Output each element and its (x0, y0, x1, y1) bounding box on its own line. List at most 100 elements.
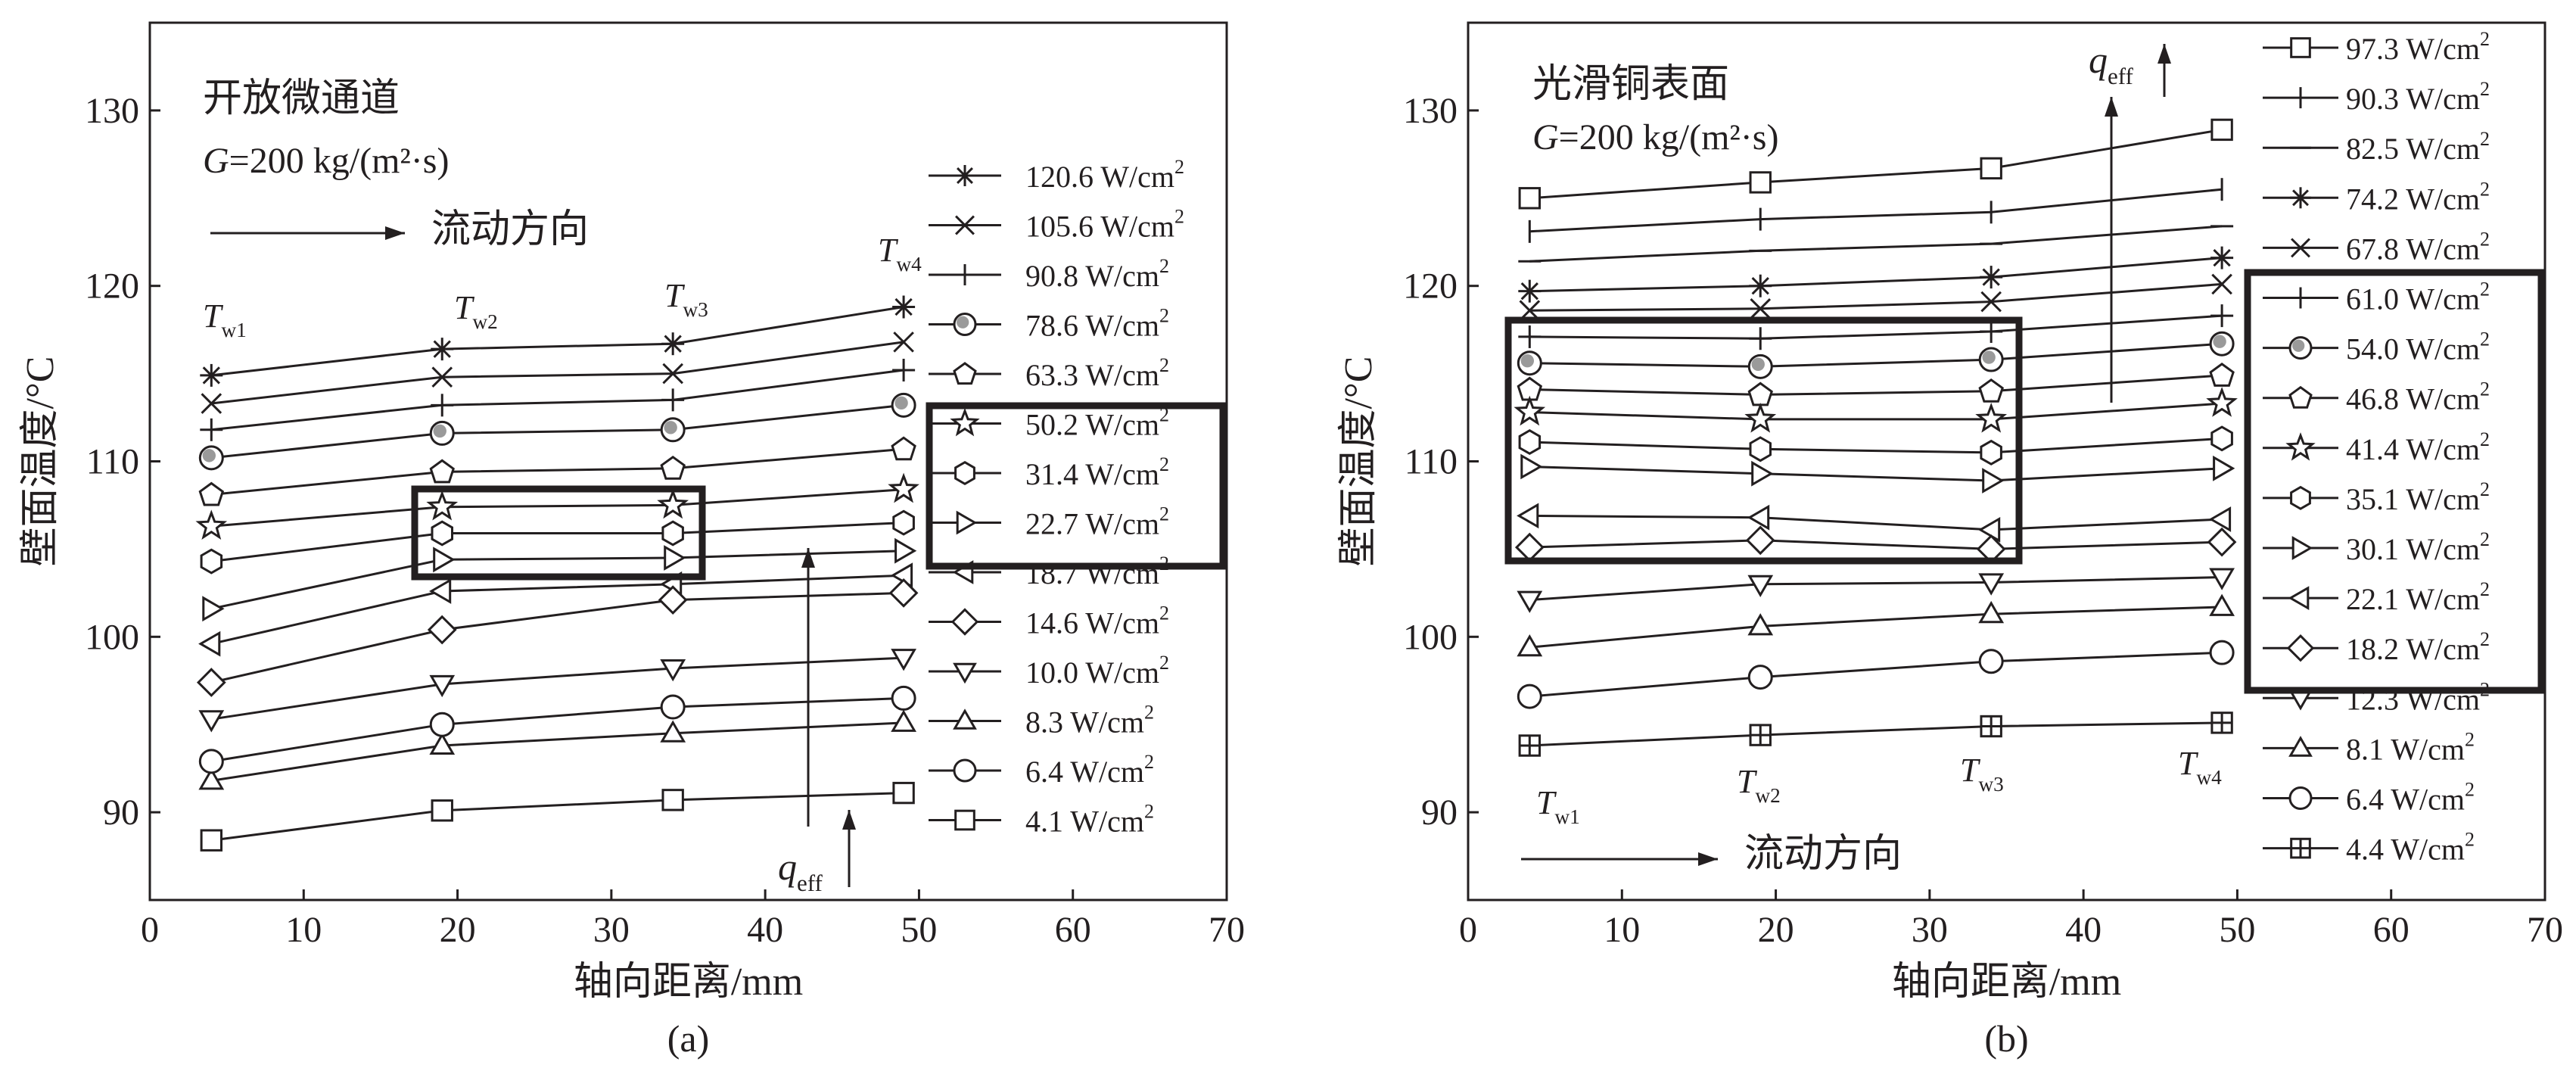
data-point (2210, 425, 2233, 452)
data-point (198, 749, 224, 774)
data-point (431, 366, 453, 388)
x-tick-label: 70 (2527, 910, 2563, 950)
legend-label: 6.4 W/cm2 (2346, 779, 2475, 817)
data-point (200, 418, 223, 441)
legend-label: 61.0 W/cm2 (2346, 279, 2490, 316)
data-point (657, 488, 689, 519)
legend-label: 90.8 W/cm2 (1025, 255, 1169, 293)
x-tick-label: 10 (285, 910, 322, 950)
y-tick-label: 100 (85, 617, 139, 657)
data-point (1518, 428, 1542, 456)
flow-direction-label: 流动方向 (431, 208, 589, 251)
series-12.3 (1517, 568, 2235, 613)
legend-label: 14.6 W/cm2 (1025, 603, 1169, 640)
legend-label: 18.7 W/cm2 (1025, 553, 1169, 590)
legend-entry: 31.4 W/cm2 (929, 453, 1169, 491)
legend-marker (953, 758, 977, 783)
y-tick-label: 120 (85, 266, 139, 307)
legend-marker (2291, 238, 2310, 258)
legend-entry: 50.2 W/cm2 (929, 404, 1169, 442)
legend-marker (2288, 336, 2313, 360)
legend-label: 31.4 W/cm2 (1025, 453, 1169, 491)
legend-label: 120.6 W/cm2 (1025, 156, 1184, 194)
series-line (1529, 374, 2223, 396)
data-point (429, 459, 455, 484)
data-point (2211, 273, 2232, 295)
data-point (891, 649, 916, 671)
data-point (1978, 600, 2005, 624)
data-point (198, 481, 225, 506)
mass-flux-label: G=200 kg/(m²·s) (1532, 117, 1778, 157)
data-point (1747, 575, 1774, 598)
series-90.3 (1528, 178, 2223, 243)
series-22.7 (202, 537, 917, 622)
series-line (211, 447, 904, 496)
series-line (210, 550, 904, 610)
legend-entry: 14.6 W/cm2 (929, 603, 1169, 640)
heat-flux-arrow (842, 810, 856, 887)
legend-entry: 10.0 W/cm2 (929, 652, 1169, 690)
legend-marker (953, 313, 977, 336)
data-point (891, 436, 916, 461)
series-line (210, 591, 904, 684)
data-point (1980, 715, 2002, 738)
data-point (893, 332, 914, 353)
data-point (888, 578, 919, 608)
data-point (426, 490, 459, 521)
series-35.1 (1518, 425, 2233, 466)
series-14.6 (196, 578, 919, 697)
legend-entry: 97.3 W/cm2 (2263, 28, 2490, 66)
legend-marker (953, 362, 977, 385)
series-line (1529, 606, 2223, 649)
data-point (1978, 378, 2004, 403)
surface-title: 光滑铜表面 (1532, 63, 1729, 106)
surface-title: 开放微通道 (203, 77, 400, 120)
station-label-w2: Tw2 (454, 289, 498, 333)
series-6.4 (198, 685, 916, 774)
series-30.1 (1520, 453, 2235, 494)
data-point (195, 509, 228, 540)
data-point (664, 545, 686, 571)
series-line (211, 522, 904, 563)
legend-entry: 35.1 W/cm2 (2263, 478, 2490, 516)
data-point (1517, 350, 1542, 376)
series-46.8 (1517, 363, 2235, 406)
series-10.0 (198, 649, 916, 733)
legend-entry: 4.4 W/cm2 (2263, 829, 2475, 867)
legend-marker (2288, 385, 2313, 409)
legend-marker (2288, 736, 2313, 757)
data-point (660, 720, 686, 743)
y-tick-label: 130 (1403, 91, 1458, 131)
legend-entry: 12.3 W/cm2 (2263, 678, 2490, 716)
y-axis-label: 壁面温度/°C (1337, 357, 1380, 567)
station-label-w3: Tw3 (664, 277, 708, 321)
legend-label: 63.3 W/cm2 (1025, 354, 1169, 392)
legend-label: 78.6 W/cm2 (1025, 305, 1169, 343)
highlight-box (411, 485, 706, 581)
series-63.3 (198, 436, 916, 506)
flow-direction-arrow (210, 226, 405, 240)
data-point (660, 417, 686, 443)
x-tick-label: 40 (747, 910, 783, 950)
legend-marker (2285, 432, 2316, 461)
data-point (892, 781, 915, 805)
x-tick-label: 60 (1055, 910, 1091, 950)
data-point (1751, 460, 1774, 487)
station-label-w4: Tw4 (2178, 745, 2222, 789)
panel-label: (a) (667, 1017, 710, 1060)
legend-entry: 30.1 W/cm2 (2263, 528, 2490, 566)
legend-entry: 41.4 W/cm2 (2263, 428, 2490, 466)
data-point (1520, 453, 1543, 480)
legend-marker (2290, 287, 2311, 309)
series-8.1 (1517, 593, 2235, 657)
legend-entry: 22.7 W/cm2 (929, 503, 1169, 541)
legend-label: 46.8 W/cm2 (2346, 378, 2490, 416)
data-point (2209, 331, 2235, 357)
data-point (433, 547, 456, 573)
series-line (1529, 514, 2223, 531)
data-point (1518, 325, 1542, 348)
x-tick-label: 0 (141, 910, 159, 950)
legend-marker (956, 510, 978, 535)
legend-label: 54.0 W/cm2 (2346, 329, 2490, 366)
chart-panel-b: 0 10 20 30 40 50 60 70 90 100 110 120 130 轴向距离/mm (b) 壁… (1337, 21, 2563, 1060)
